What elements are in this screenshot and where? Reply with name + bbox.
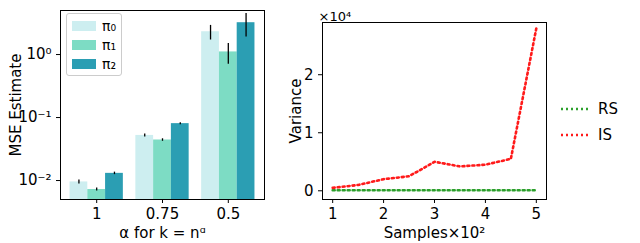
html-text:π₀: π₀ [102,17,116,34]
svg-text:Variance: Variance [287,79,305,144]
svg-text:α for k = nᵅ: α for k = nᵅ [119,224,205,242]
html-text:RS: RS [598,99,618,118]
svg-text:10⁻²: 10⁻² [18,171,51,189]
svg-text:0: 0 [304,182,314,200]
svg-text:3: 3 [430,205,440,223]
svg-text:Samples×10²: Samples×10² [384,224,486,242]
svg-text:1: 1 [304,124,314,142]
svg-text:0.75: 0.75 [146,205,179,223]
svg-text:1: 1 [92,205,102,223]
svg-text:×10⁴: ×10⁴ [319,9,352,24]
html-text:π₁: π₁ [102,36,116,53]
html-text:IS: IS [598,125,612,144]
svg-text:10⁰: 10⁰ [26,45,51,63]
svg-text:1: 1 [328,205,338,223]
svg-text:4: 4 [481,205,491,223]
svg-text:2: 2 [379,205,389,223]
svg-text:5: 5 [532,205,542,223]
svg-text:0.5: 0.5 [216,205,240,223]
svg-text:10⁻¹: 10⁻¹ [18,108,52,127]
svg-text:2: 2 [304,66,314,84]
svg-text:MSE Estimate: MSE Estimate [7,54,25,157]
html-text:π₂: π₂ [102,55,116,72]
